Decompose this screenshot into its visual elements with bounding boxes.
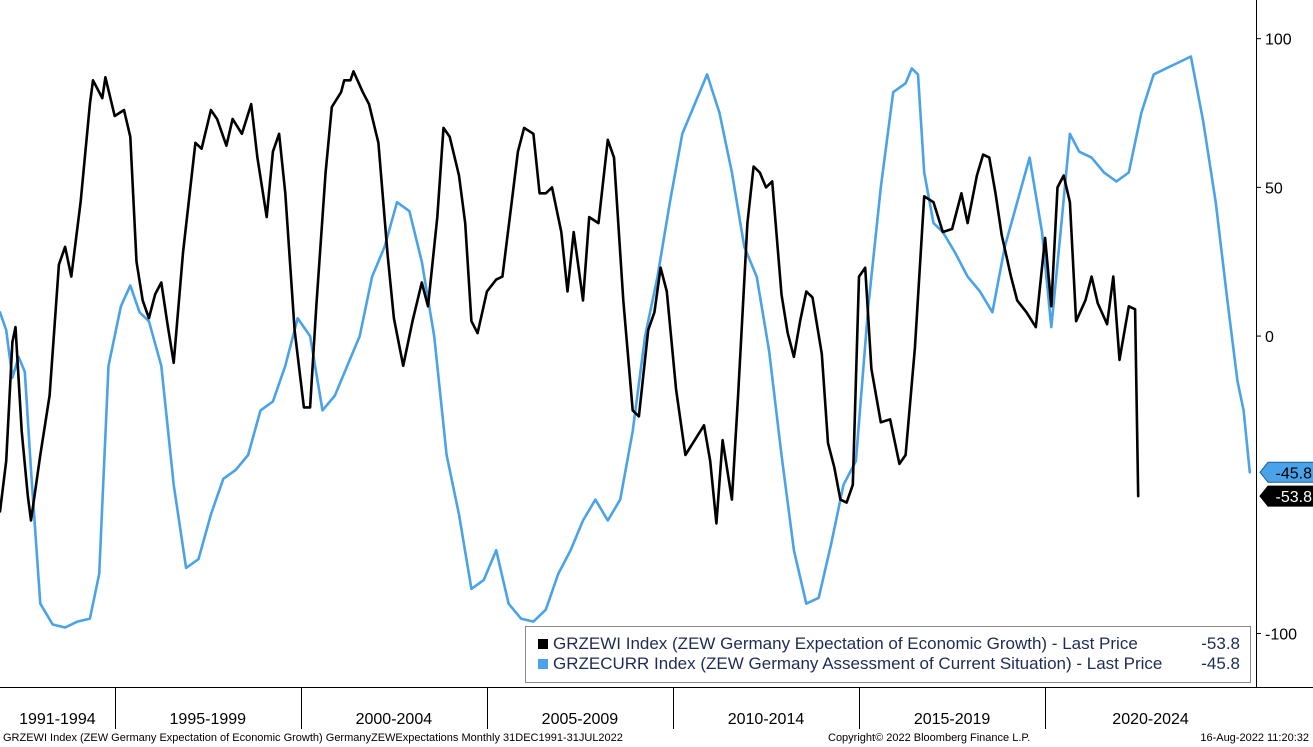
x-period-label: 2005-2009 bbox=[542, 711, 619, 728]
y-axis-ticks: 100 50 0 -100 bbox=[1256, 32, 1297, 643]
legend-item-grzewi: GRZEWI Index (ZEW Germany Expectation of… bbox=[538, 634, 1240, 654]
chart-legend: GRZEWI Index (ZEW Germany Expectation of… bbox=[525, 626, 1251, 683]
x-period-label: 2000-2004 bbox=[356, 711, 433, 728]
y-tick-label: 50 bbox=[1265, 180, 1283, 197]
x-period-label: 2010-2014 bbox=[728, 711, 805, 728]
last-value-tag-grzewi bbox=[1259, 485, 1313, 507]
y-tick-label: 0 bbox=[1265, 329, 1274, 346]
legend-swatch-grzewi bbox=[538, 638, 548, 649]
legend-value: -45.8 bbox=[1201, 654, 1240, 673]
y-tick-label: -100 bbox=[1265, 626, 1297, 643]
x-period-label: 2020-2024 bbox=[1112, 711, 1189, 728]
footer-source: GRZEWI Index (ZEW Germany Expectation of… bbox=[3, 732, 623, 744]
legend-label: GRZEWI Index (ZEW Germany Expectation of… bbox=[553, 634, 1138, 653]
legend-swatch-grzecurr bbox=[538, 658, 548, 669]
x-period-label: 1991-1994 bbox=[19, 711, 96, 728]
chart-axes bbox=[0, 0, 1313, 688]
series-line-grzewi bbox=[0, 70, 1140, 525]
y-tick-label: 100 bbox=[1265, 32, 1292, 49]
footer-copyright: Copyright© 2022 Bloomberg Finance L.P. bbox=[828, 732, 1031, 744]
legend-item-grzecurr: GRZECURR Index (ZEW Germany Assessment o… bbox=[538, 654, 1240, 674]
last-value-tags: -53.8 -45.8 bbox=[1259, 461, 1313, 507]
x-period-label: 2015-2019 bbox=[914, 711, 991, 728]
legend-value: -53.8 bbox=[1201, 634, 1240, 653]
x-period-label: 1995-1999 bbox=[170, 711, 247, 728]
legend-label: GRZECURR Index (ZEW Germany Assessment o… bbox=[553, 654, 1163, 673]
last-value-tag-grzecurr bbox=[1259, 461, 1313, 483]
chart-series bbox=[0, 55, 1252, 629]
series-line-grzecurr bbox=[0, 55, 1252, 629]
footer-timestamp: 16-Aug-2022 11:20:32 bbox=[1200, 732, 1309, 744]
x-axis-period-labels: 1991-1994 1995-1999 2000-2004 2005-2009 2010… bbox=[19, 687, 1189, 729]
last-value-tag-label: -53.8 bbox=[1276, 489, 1313, 506]
last-value-tag-label: -45.8 bbox=[1276, 465, 1313, 482]
